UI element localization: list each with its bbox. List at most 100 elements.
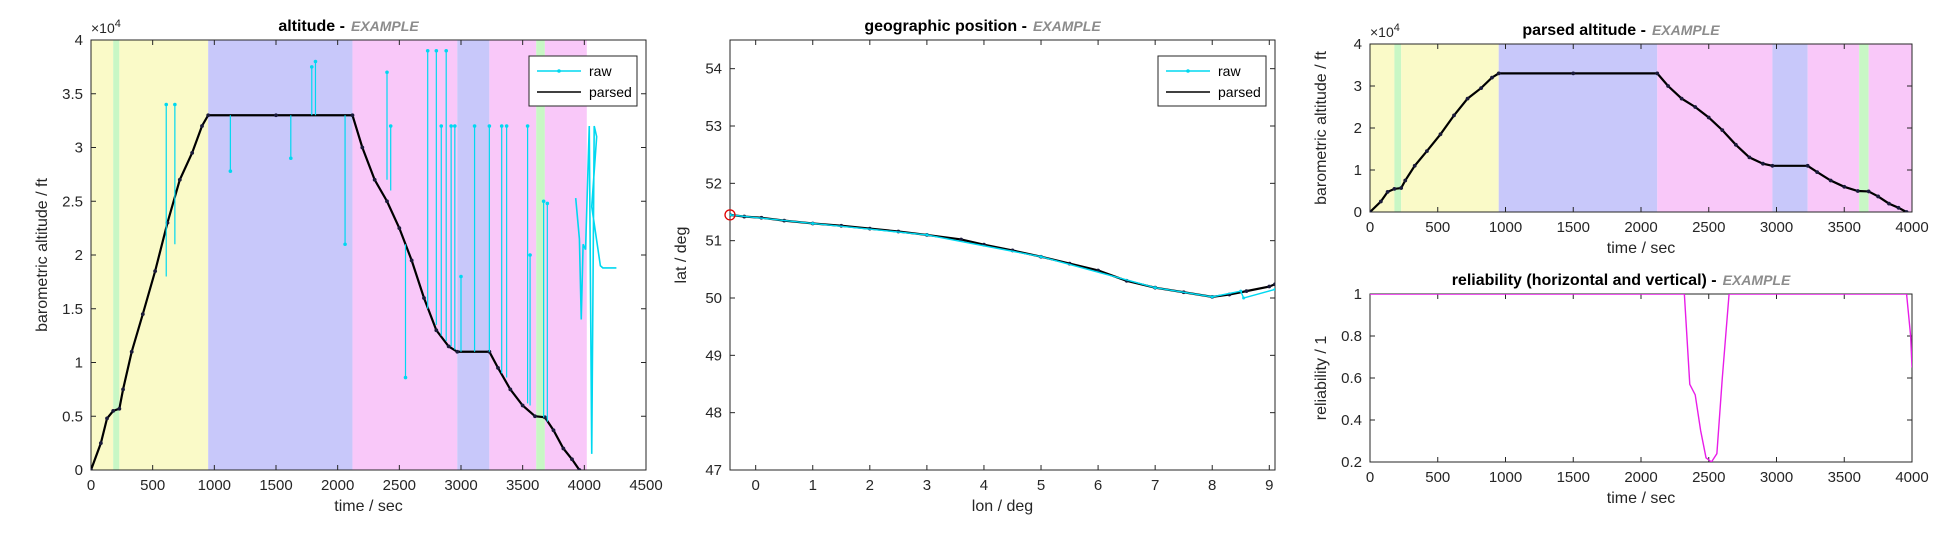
chart-title-tag: EXAMPLE [351, 18, 419, 34]
parsed-point [1904, 210, 1909, 212]
parsed-point [360, 145, 365, 150]
x-tick-label: 4000 [568, 477, 601, 494]
parsed-point [105, 416, 109, 421]
parsed-point [1866, 189, 1871, 194]
chart-title: reliability (horizontal and vertical) - E… [1452, 272, 1791, 289]
x-tick-label: 8 [1208, 477, 1216, 494]
x-tick-label: 3500 [1828, 219, 1861, 236]
raw-point [444, 48, 449, 53]
raw-point [1273, 287, 1275, 291]
parsed-point [397, 226, 402, 231]
raw-point [453, 124, 457, 128]
parsed-point [1720, 128, 1725, 133]
chart-title: parsed altitude - EXAMPLE [1522, 22, 1720, 39]
series-group [1370, 71, 1909, 212]
parsed-point [551, 428, 556, 433]
legend-box [1157, 55, 1267, 107]
x-tick-label: 500 [1425, 219, 1450, 236]
phase-band [119, 40, 209, 470]
x-tick-label: 500 [1425, 469, 1450, 486]
axes-box [1369, 293, 1913, 463]
parsed-point [1378, 199, 1383, 204]
parsed-point [1828, 178, 1833, 183]
legend: raw parsed [528, 55, 638, 107]
y-tick-label: 2.5 [62, 193, 83, 210]
parsed-point [577, 468, 582, 470]
phase-band [1772, 44, 1808, 212]
chart-geographic: 0 1 2 3 4 5 6 7 8 9 47 48 49 50 51 52 53 54 lon / deg lat /… [673, 18, 1276, 515]
phase-band [352, 40, 458, 470]
parsed-point [350, 113, 355, 118]
chart-title-text: geographic position - [864, 18, 1027, 35]
raw-point [528, 253, 532, 257]
phase-band [1807, 44, 1860, 212]
x-tick-label: 0 [87, 477, 95, 494]
x-tick-label: 1500 [1557, 469, 1590, 486]
y-tick-label: 3.5 [62, 86, 83, 103]
raw-point [309, 65, 314, 69]
x-axis-label: time / sec [334, 498, 402, 515]
chart-title-text: parsed altitude - [1522, 22, 1646, 39]
parsed-point [190, 150, 195, 155]
phase-band [1859, 44, 1869, 212]
parsed-point [1412, 163, 1417, 168]
x-tick-label: 3500 [1828, 469, 1861, 486]
x-tick-label: 9 [1265, 477, 1273, 494]
parsed-point [1496, 71, 1501, 76]
series-group [730, 212, 1275, 300]
parsed-point [1452, 113, 1456, 118]
parsed-point [520, 403, 525, 408]
chart-parsed_altitude: 0 500 1000 1500 2000 2500 3000 3500 400001234×10… [1313, 22, 1929, 257]
x-tick-label: 3500 [506, 477, 539, 494]
parsed-point [1761, 161, 1765, 166]
y-tick-label: 0.5 [62, 408, 83, 425]
parsed-point [1855, 189, 1860, 193]
y-tick-label: 47 [705, 462, 722, 479]
parsed-point [1403, 178, 1408, 183]
phase-band [91, 40, 114, 470]
y-axis-label: reliability / 1 [1313, 336, 1330, 421]
x-tick-label: 2500 [1692, 469, 1725, 486]
raw-point [425, 48, 430, 53]
phase-band [1868, 44, 1912, 212]
raw-point [472, 124, 477, 128]
y-tick-label: 2 [75, 247, 83, 264]
x-tick-label: 2500 [1692, 219, 1725, 236]
x-tick-label: 1000 [1489, 219, 1522, 236]
y-tick-label: 3 [75, 140, 83, 157]
parsed-point [1399, 186, 1404, 190]
raw-point [343, 242, 347, 247]
x-tick-label: 2000 [1624, 469, 1657, 486]
y-ticks: 0.2 0.4 0.6 0.8 1 [1341, 286, 1912, 471]
parsed-point [1571, 71, 1576, 76]
x-ticks: 0 500 1000 1500 2000 2500 3000 3500 4000 4500 [87, 40, 663, 494]
y-ticks: 0 0.5 1 1.5 2 2.5 3 3.5 4 [62, 32, 646, 479]
parsed-point [1465, 96, 1470, 101]
y-axis-label: lat / deg [673, 227, 690, 284]
parsed-point [98, 441, 103, 446]
parsed-point [372, 177, 377, 182]
y-tick-label: 48 [705, 405, 722, 422]
parsed-point [1370, 210, 1372, 212]
legend-label-raw: raw [1218, 63, 1241, 79]
legend-box [528, 55, 638, 107]
x-tick-label: 5 [1037, 477, 1045, 494]
y-tick-label: 49 [705, 347, 722, 364]
raw-point [499, 124, 504, 128]
y-axis-label: barometric altitude / ft [34, 178, 51, 332]
parsed-point [1706, 115, 1711, 120]
parsed-point [140, 312, 145, 317]
x-axis-label: time / sec [1607, 490, 1675, 507]
y-tick-label: 0 [1354, 204, 1362, 221]
axis-multiplier: ×104 [1370, 22, 1400, 40]
parsed-point [177, 177, 182, 182]
y-tick-label: 1 [1354, 162, 1362, 179]
raw-point [228, 169, 233, 173]
y-tick-label: 50 [705, 290, 722, 307]
x-tick-label: 500 [140, 477, 165, 494]
parsed-point [1770, 163, 1775, 168]
raw-point [459, 274, 463, 279]
x-tick-label: 1000 [198, 477, 231, 494]
parsed-point [1815, 170, 1820, 175]
